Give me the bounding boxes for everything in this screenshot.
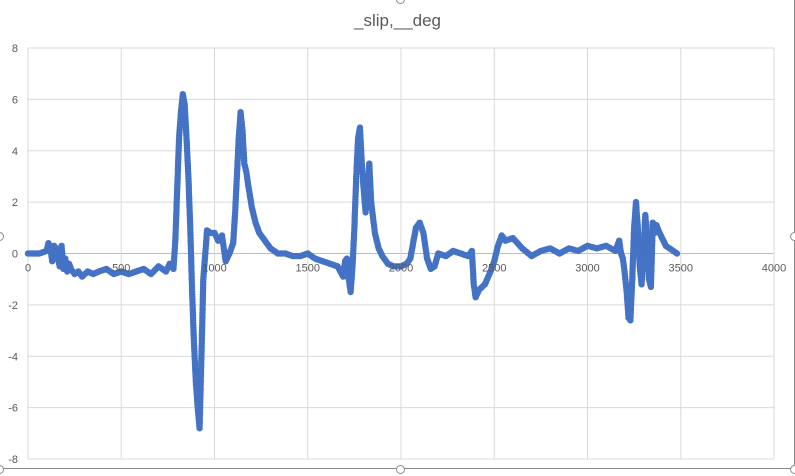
resize-handle-right[interactable]: [790, 232, 795, 241]
y-tick-label: 2: [12, 197, 18, 209]
y-tick-label: -2: [8, 300, 18, 312]
x-tick-label: 3500: [669, 263, 693, 275]
x-tick-label: 500: [112, 263, 130, 275]
y-axis-tick-labels: 8 6 4 2 0 -2 -4 -6 -8: [8, 43, 18, 466]
x-axis-tick-labels: 0 500 1000 1500 2000 2500 3000 3500 4000: [25, 263, 786, 275]
data-point: [673, 250, 681, 257]
resize-handle-bottom[interactable]: [396, 465, 405, 474]
resize-handle-bottom-right[interactable]: [790, 465, 795, 474]
x-tick-label: 3000: [575, 263, 599, 275]
x-tick-label: 1000: [202, 263, 226, 275]
y-tick-label: 4: [12, 146, 18, 158]
y-tick-label: -4: [8, 351, 18, 363]
y-tick-label: -8: [8, 454, 18, 466]
x-tick-label: 4000: [762, 263, 786, 275]
y-tick-label: 8: [12, 43, 18, 55]
gridlines: [27, 47, 775, 460]
x-tick-label: 0: [25, 263, 31, 275]
y-tick-label: 0: [12, 249, 18, 261]
x-tick-label: 2000: [389, 263, 413, 275]
data-series: [24, 91, 681, 432]
x-tick-label: 1500: [296, 263, 320, 275]
x-tick-label: 2500: [482, 263, 506, 275]
y-tick-label: 6: [12, 94, 18, 106]
y-tick-label: -6: [8, 403, 18, 415]
chart-title: _slip,__deg: [354, 11, 441, 30]
